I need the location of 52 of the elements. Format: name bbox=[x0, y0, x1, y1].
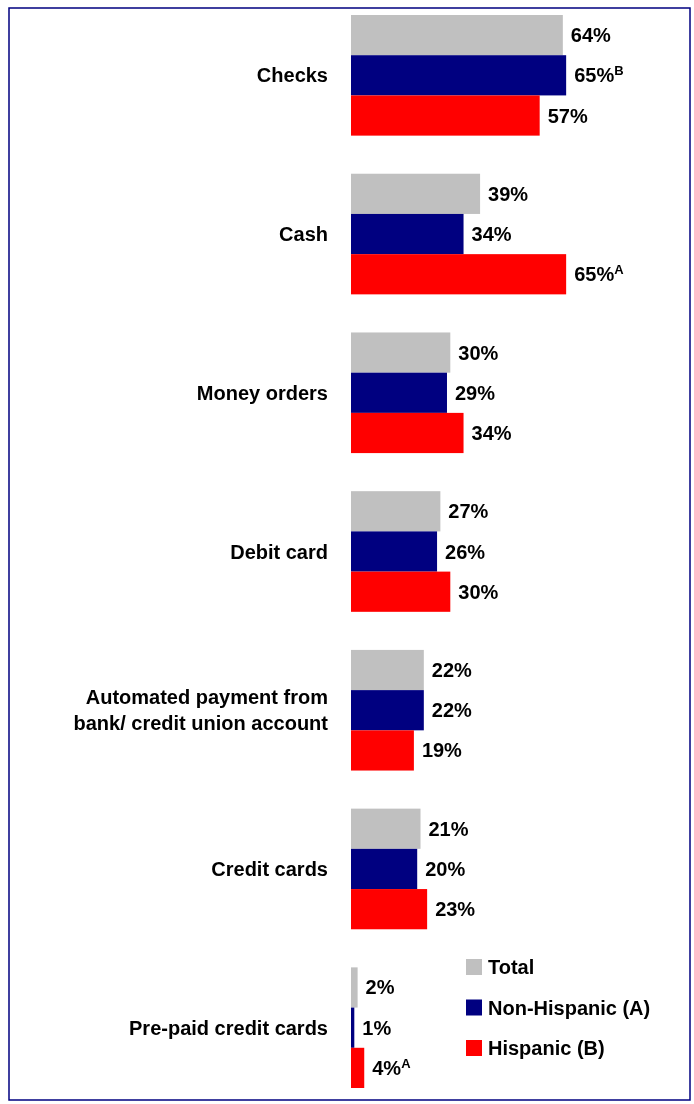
data-label: 65%$^{B}$ bbox=[574, 62, 624, 87]
bar bbox=[351, 372, 447, 413]
y-tick-label: Credit cards bbox=[211, 857, 328, 880]
data-label: 27% bbox=[448, 500, 489, 523]
data-label: 30% bbox=[458, 580, 499, 603]
bar bbox=[351, 848, 418, 890]
y-tick-label: Checks bbox=[256, 64, 328, 87]
data-label: 30% bbox=[458, 341, 499, 364]
data-label: 2% bbox=[365, 976, 395, 999]
legend-label: Non-Hispanic (A) bbox=[488, 996, 651, 1019]
bar bbox=[351, 491, 441, 532]
data-label: 34% bbox=[471, 223, 512, 246]
bar bbox=[351, 531, 438, 572]
y-tick-label: Cash bbox=[279, 223, 328, 246]
data-label: 23% bbox=[435, 898, 476, 921]
data-label: 29% bbox=[454, 381, 496, 404]
data-label: 64% bbox=[570, 24, 612, 47]
bar bbox=[351, 173, 481, 214]
y-tick-label: Money orders bbox=[196, 381, 328, 404]
data-label: 39% bbox=[488, 182, 529, 205]
data-label: 20% bbox=[425, 857, 466, 880]
data-label: 19% bbox=[421, 739, 463, 762]
bar bbox=[351, 55, 567, 96]
bar bbox=[351, 571, 451, 612]
y-tick-label: Pre-paid credit cards bbox=[129, 1016, 328, 1039]
y-tick-label: Automated payment from bank/ credit union account bbox=[73, 686, 329, 735]
bar bbox=[351, 95, 540, 136]
bar bbox=[351, 1007, 355, 1048]
bar bbox=[351, 808, 421, 849]
bar bbox=[351, 412, 464, 454]
bar bbox=[351, 889, 428, 930]
bar bbox=[351, 213, 464, 255]
data-label: 34% bbox=[471, 421, 512, 444]
data-label: 1% bbox=[362, 1016, 392, 1039]
bar bbox=[351, 649, 424, 691]
bar bbox=[351, 967, 358, 1008]
y-tick-label: Debit card bbox=[230, 540, 328, 563]
bar bbox=[351, 730, 414, 771]
legend-label: Hispanic (B) bbox=[488, 1037, 605, 1059]
data-label: 22% bbox=[431, 699, 473, 722]
legend-label: Total bbox=[488, 956, 535, 978]
data-label: 65%$^{A}$ bbox=[574, 261, 625, 286]
data-label: 26% bbox=[445, 540, 486, 563]
bar bbox=[351, 15, 563, 56]
bar bbox=[351, 1047, 365, 1088]
data-label: 57% bbox=[547, 104, 588, 127]
bar bbox=[351, 690, 424, 731]
data-label: 22% bbox=[431, 659, 473, 682]
bar bbox=[351, 254, 567, 295]
bar bbox=[351, 332, 451, 373]
data-label: 4%$^{A}$ bbox=[372, 1055, 412, 1079]
data-label: 21% bbox=[428, 817, 469, 840]
